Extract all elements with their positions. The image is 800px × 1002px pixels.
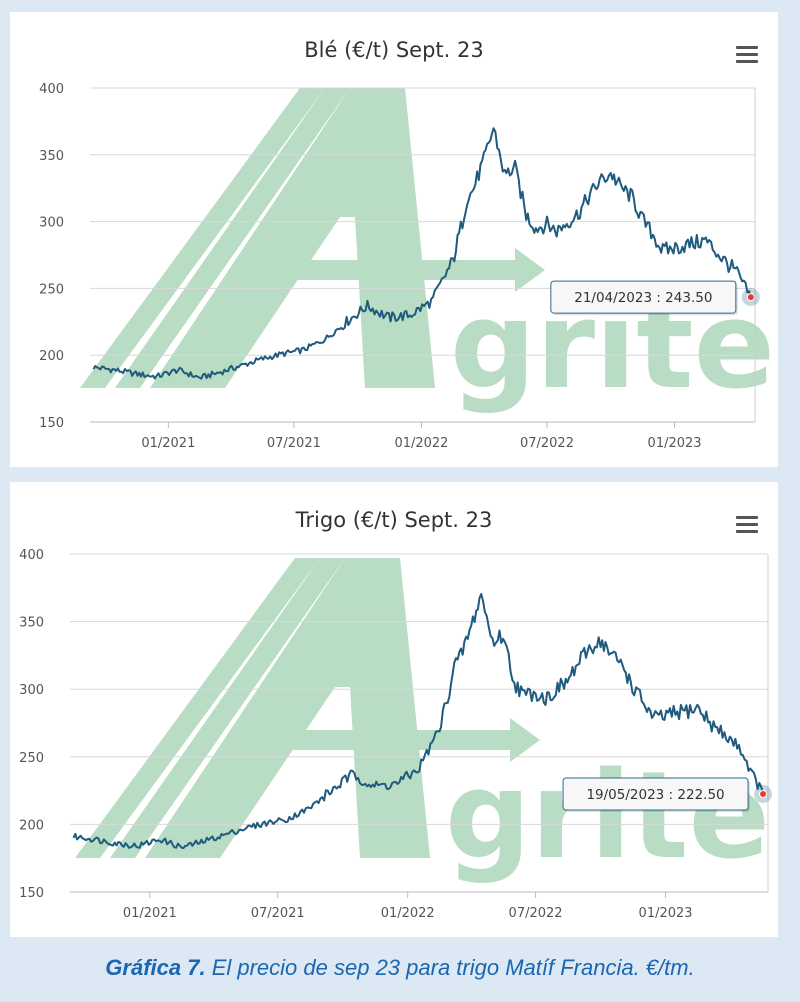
x-tick-label: 01/2023 [639,906,693,921]
series-line [72,593,765,850]
value-tooltip: 21/04/2023 : 243.50 [550,280,738,316]
ble-chart-title: Blé (€/t) Sept. 23 [304,38,484,62]
y-tick-label: 400 [39,82,64,97]
x-tick-label: 07/2022 [520,436,574,451]
x-tick-label: 01/2022 [394,436,448,451]
ble-chart-panel: gritel 150 200 250 300 350 400 01/2021 07/2021 01… [10,12,778,467]
y-tick-label: 200 [19,818,44,833]
y-tick-label: 350 [39,149,64,164]
y-tick-label: 150 [39,416,64,431]
x-tick-label: 07/2021 [251,906,305,921]
tooltip-text: 21/04/2023 : 243.50 [574,290,712,306]
watermark-stripe-2 [110,558,345,858]
watermark-stripe-2 [115,88,350,388]
y-tick-label: 400 [19,548,44,563]
y-tick-label: 300 [19,683,44,698]
ble-chart-svg: gritel 150 200 250 300 350 400 01/2021 07/2021 01… [39,82,778,451]
x-tick-label: 01/2021 [123,906,177,921]
y-tick-label: 250 [19,751,44,766]
tooltip-box [550,280,737,314]
y-tick-label: 250 [39,282,64,297]
x-tick-label: 07/2022 [509,906,563,921]
value-tooltip: 19/05/2023 : 222.50 [562,777,751,812]
tooltip-text: 19/05/2023 : 222.50 [586,787,724,803]
trigo-chart-panel: gritel 150 200 250 300 350 400 01/2021 07/2021 01… [10,482,778,937]
hamburger-menu-icon[interactable] [736,46,758,64]
last-point-marker [759,789,768,798]
watermark-letter-a [150,88,435,388]
figure-caption: Gráfica 7. El precio de sep 23 para trig… [0,955,800,981]
trigo-chart-title: Trigo (€/t) Sept. 23 [295,508,493,532]
watermark-letter-a [145,558,430,858]
x-tick-label: 01/2021 [141,436,195,451]
watermark-stripe-1 [80,88,325,388]
y-tick-label: 200 [39,349,64,364]
hamburger-menu-icon[interactable] [736,516,758,534]
x-tick-label: 07/2021 [267,436,321,451]
last-point-marker [746,293,755,302]
watermark-text: gritel [445,747,778,886]
watermark-arrow [245,248,545,292]
x-tick-label: 01/2023 [648,436,702,451]
trigo-chart-svg: gritel 150 200 250 300 350 400 01/2021 07/2021 01… [19,548,778,921]
y-tick-label: 350 [19,616,44,631]
series-line [92,127,752,380]
y-tick-label: 150 [19,886,44,901]
caption-label: Gráfica 7. [105,955,206,980]
watermark-arrow [240,718,540,762]
agritel-watermark: gritel [80,88,778,416]
x-tick-label: 01/2022 [381,906,435,921]
caption-text: El precio de sep 23 para trigo Matíf Fra… [205,955,695,980]
agritel-watermark: gritel [75,558,778,886]
y-tick-label: 300 [39,216,64,231]
watermark-stripe-1 [75,558,320,858]
tooltip-box [562,777,749,811]
